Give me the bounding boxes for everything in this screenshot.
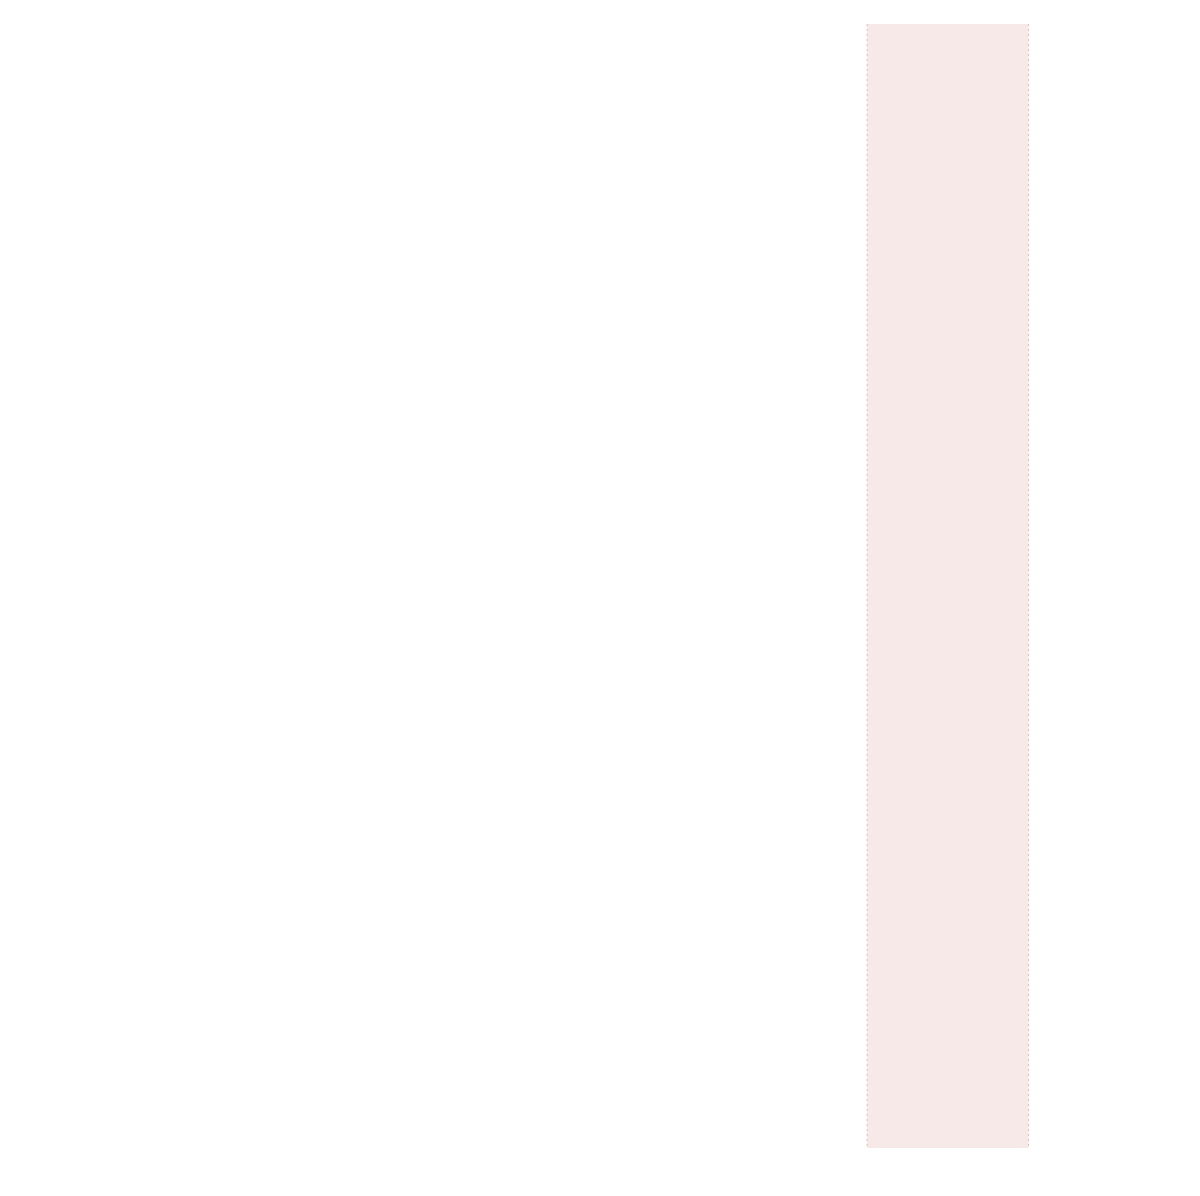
plot-container: { "title": "ζ(z)", "xlabel": "x", "ylabe…	[0, 0, 1200, 1196]
plot-svg	[0, 0, 1200, 1196]
critical-strip	[867, 24, 1028, 1148]
